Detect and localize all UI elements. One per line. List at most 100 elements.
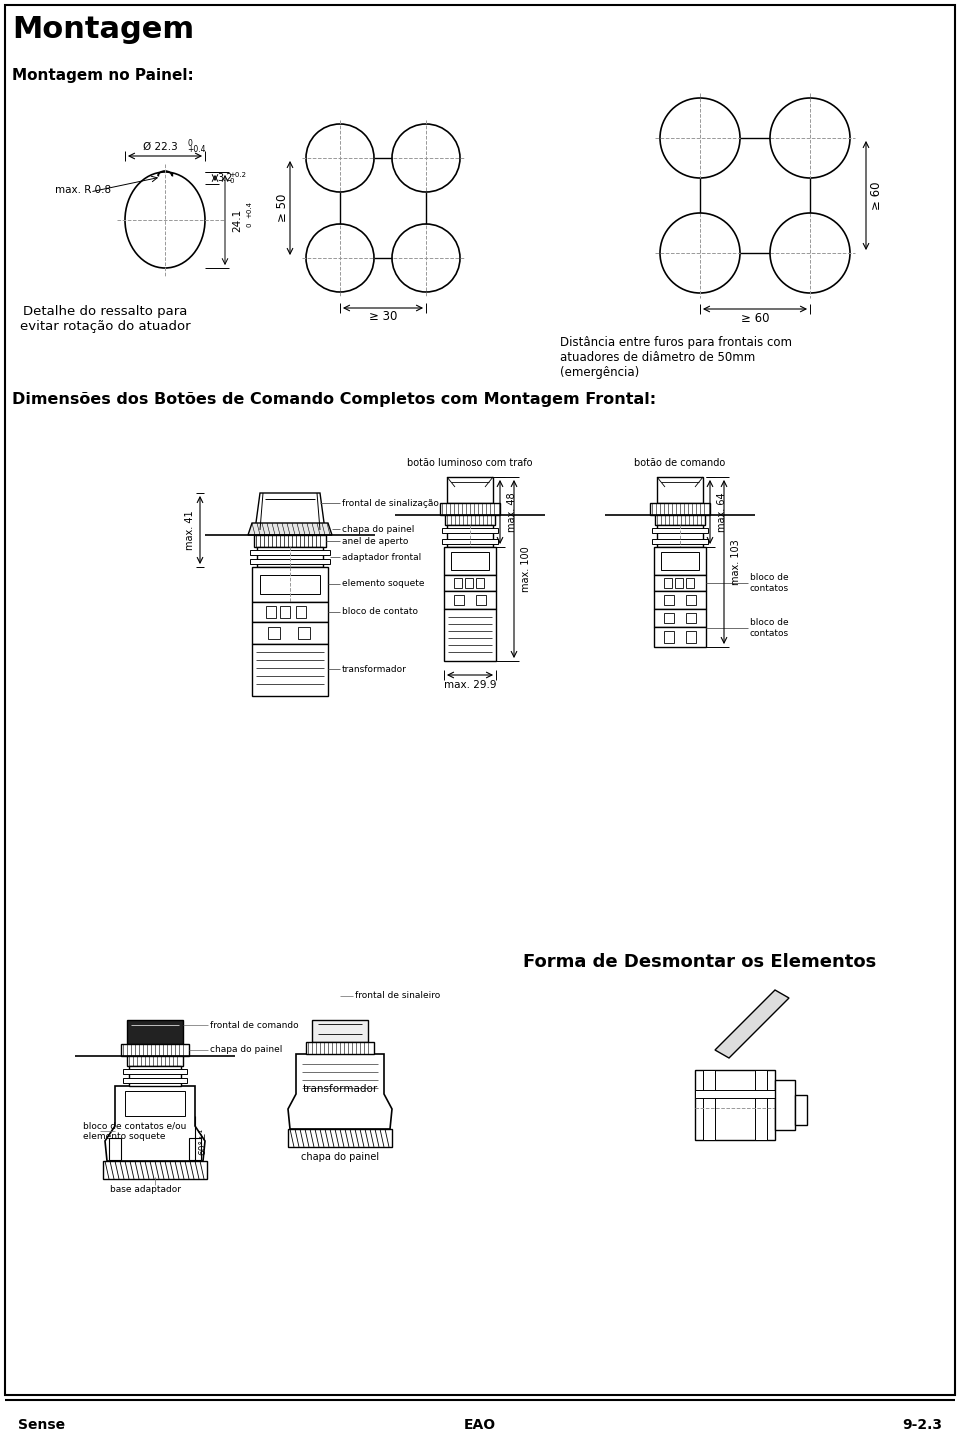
Bar (476, 595, 486, 605)
Text: Forma de Desmontar os Elementos: Forma de Desmontar os Elementos (523, 953, 876, 971)
Bar (447, 477, 493, 503)
Text: EAO: EAO (464, 1418, 496, 1432)
Bar (654, 547, 706, 575)
Bar (288, 1129, 392, 1146)
Bar (657, 477, 703, 503)
Text: bloco de
contatos: bloco de contatos (750, 573, 789, 592)
Bar (123, 1078, 187, 1082)
Bar (686, 595, 696, 605)
Bar (444, 591, 496, 609)
Text: frontal de sinalização: frontal de sinalização (342, 499, 439, 508)
Text: 3.2: 3.2 (217, 173, 232, 183)
Bar (447, 525, 493, 547)
Bar (664, 631, 674, 643)
Bar (686, 631, 696, 643)
Text: botão luminoso com trafo: botão luminoso com trafo (407, 459, 533, 469)
Text: 24.1: 24.1 (232, 209, 242, 232)
Text: Montagem no Painel:: Montagem no Painel: (12, 68, 194, 83)
Bar (755, 1069, 767, 1140)
Bar (454, 595, 464, 605)
Bar (442, 528, 498, 533)
Text: Detalhe do ressalto para
evitar rotação do atuador: Detalhe do ressalto para evitar rotação … (20, 305, 190, 332)
Bar (440, 503, 500, 515)
Text: Dimensões dos Botões de Comando Completos com Montagem Frontal:: Dimensões dos Botões de Comando Completo… (12, 392, 656, 406)
Bar (695, 1090, 775, 1098)
Bar (703, 1069, 715, 1140)
Bar (252, 602, 328, 622)
Bar (775, 1080, 795, 1130)
Bar (664, 595, 674, 605)
Text: botão de comando: botão de comando (635, 459, 726, 469)
Text: ≥ 50: ≥ 50 (276, 194, 289, 222)
Text: Montagem: Montagem (12, 15, 194, 44)
Bar (109, 1138, 121, 1159)
Bar (189, 1138, 201, 1159)
Text: adaptador frontal: adaptador frontal (342, 553, 421, 562)
Text: max. 48: max. 48 (507, 492, 517, 533)
Bar (654, 627, 706, 647)
Text: ≥ 60: ≥ 60 (870, 181, 882, 210)
Bar (257, 547, 323, 567)
Bar (664, 612, 674, 622)
Bar (306, 1042, 374, 1053)
Bar (252, 644, 328, 696)
Polygon shape (715, 990, 789, 1058)
Text: max. 103: max. 103 (731, 540, 741, 585)
Text: chapa do painel: chapa do painel (300, 1152, 379, 1162)
Text: Ø 22.3: Ø 22.3 (143, 142, 178, 152)
Text: Distância entre furos para frontais com
atuadores de diâmetro de 50mm
(emergênci: Distância entre furos para frontais com … (560, 337, 792, 379)
Text: max. 100: max. 100 (521, 546, 531, 592)
Bar (125, 1091, 185, 1116)
Bar (444, 609, 496, 662)
Text: +0.2: +0.2 (229, 173, 246, 178)
Bar (654, 575, 706, 591)
Bar (661, 551, 699, 570)
Bar (664, 577, 672, 588)
Bar (652, 528, 708, 533)
Text: 0: 0 (229, 178, 233, 184)
Bar (254, 535, 326, 547)
Bar (445, 515, 495, 525)
Bar (312, 1020, 368, 1042)
Bar (260, 575, 320, 593)
Bar (444, 575, 496, 591)
Bar (654, 591, 706, 609)
Bar (127, 1056, 183, 1066)
Bar (795, 1096, 807, 1125)
Text: max. 64: max. 64 (717, 492, 727, 533)
Text: elemento soquete: elemento soquete (342, 579, 424, 589)
Text: ≥ 30: ≥ 30 (369, 311, 397, 324)
Bar (121, 1045, 189, 1056)
Bar (454, 577, 462, 588)
Text: transformador: transformador (302, 1084, 377, 1094)
Bar (451, 551, 489, 570)
Bar (686, 577, 694, 588)
Text: bloco de contato: bloco de contato (342, 608, 418, 617)
Bar (652, 538, 708, 544)
Bar (129, 1066, 181, 1085)
Text: max. 41: max. 41 (185, 511, 195, 550)
Text: anel de aperto: anel de aperto (342, 537, 408, 546)
Text: frontal de sinaleiro: frontal de sinaleiro (355, 991, 441, 1001)
Bar (442, 538, 498, 544)
Polygon shape (248, 522, 332, 535)
Bar (465, 577, 473, 588)
Bar (675, 577, 683, 588)
Bar (650, 503, 710, 515)
Text: 0: 0 (246, 223, 252, 228)
Text: 0: 0 (187, 138, 192, 148)
Text: bloco de
contatos: bloco de contatos (750, 618, 789, 637)
Bar (686, 612, 696, 622)
Text: +0.4: +0.4 (246, 202, 252, 219)
Bar (476, 577, 484, 588)
Text: chapa do painel: chapa do painel (210, 1046, 282, 1055)
Bar (298, 627, 310, 638)
Bar (296, 607, 306, 618)
Bar (250, 559, 330, 564)
Bar (654, 609, 706, 627)
Text: chapa do painel: chapa do painel (342, 524, 415, 534)
Bar (280, 607, 290, 618)
Text: 60°±¹: 60°±¹ (198, 1127, 207, 1155)
Bar (103, 1161, 207, 1180)
Bar (695, 1069, 775, 1140)
